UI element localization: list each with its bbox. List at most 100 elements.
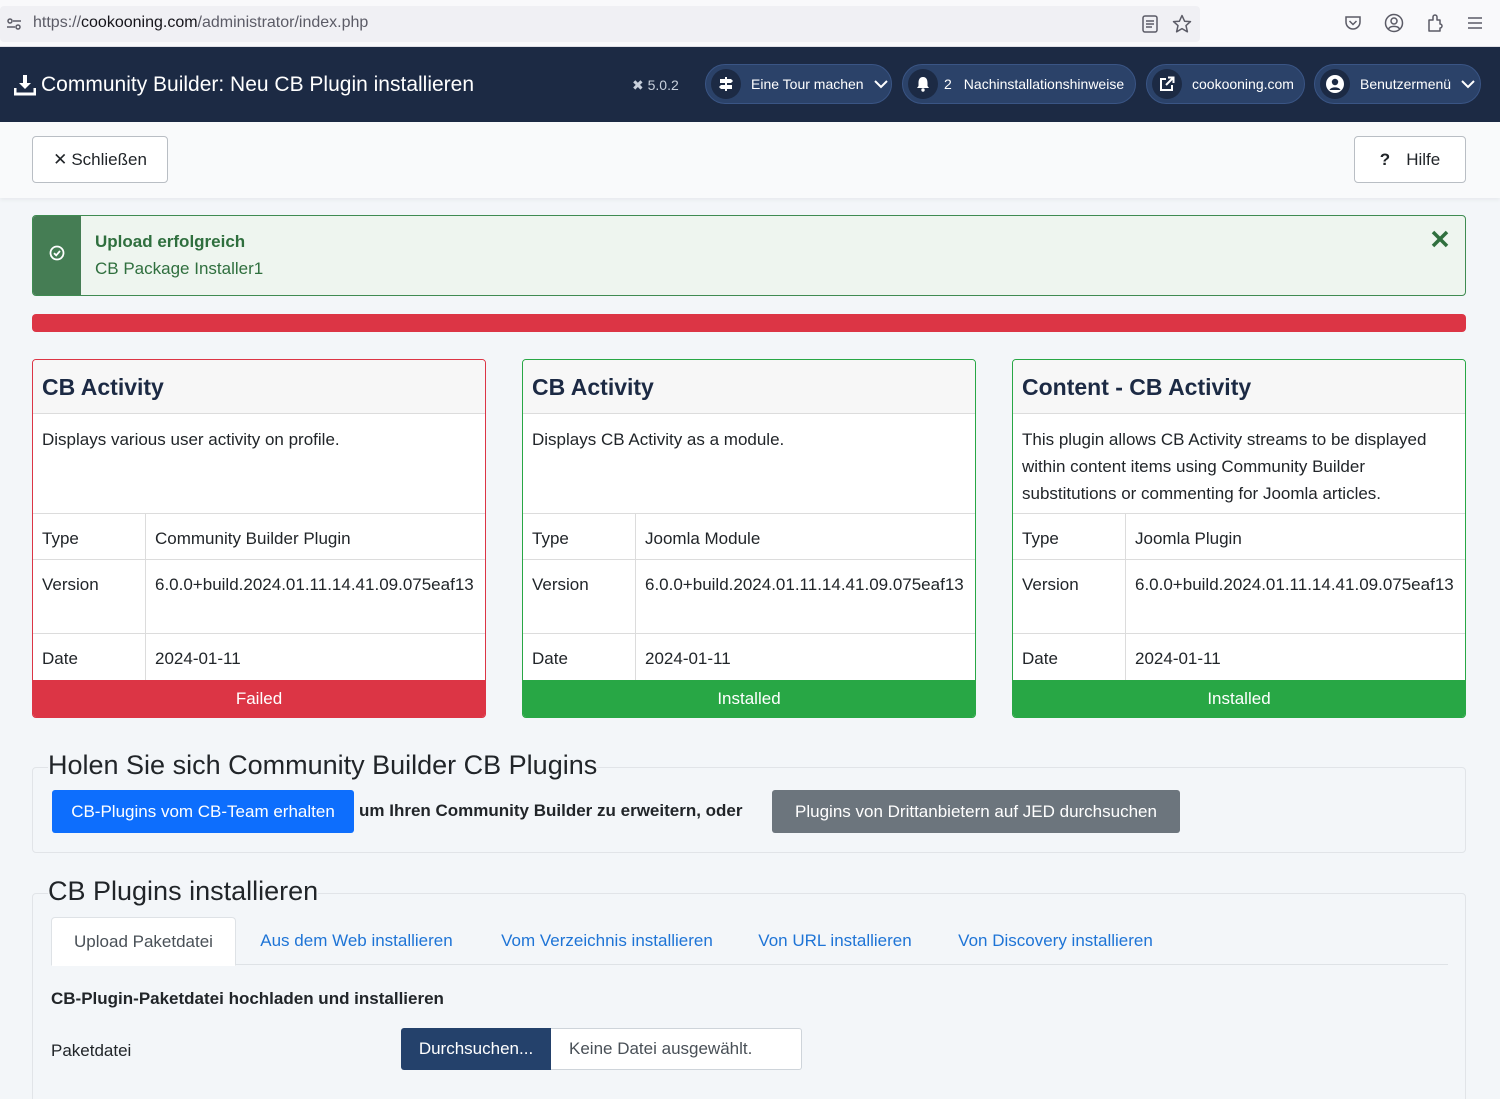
user-avatar-icon (1320, 69, 1350, 99)
status-badge: Installed (523, 680, 975, 717)
plugin-card: CB Activity Displays various user activi… (32, 359, 486, 718)
card-row-version: Version 6.0.0+build.2024.01.11.14.41.09.… (1013, 560, 1465, 634)
date-label: Date (33, 634, 146, 681)
card-title: CB Activity (523, 360, 975, 414)
close-label: Schließen (71, 149, 147, 169)
date-label: Date (1013, 634, 1126, 681)
user-menu-label: Benutzermenü (1360, 76, 1452, 92)
date-label: Date (523, 634, 636, 681)
tab-upload-package[interactable]: Upload Paketdatei (51, 917, 236, 966)
install-tabs: Upload Paketdatei Aus dem Web installier… (51, 917, 1448, 966)
action-toolbar: ✕ Schließen ? Hilfe (0, 122, 1500, 198)
site-label: cookooning.com (1192, 76, 1294, 92)
site-permissions-icon[interactable] (5, 15, 23, 33)
pocket-icon[interactable] (1342, 12, 1364, 34)
tab-install-from-url[interactable]: Von URL installieren (758, 931, 912, 950)
page-title: Community Builder: Neu CB Plugin install… (41, 73, 475, 96)
card-title: CB Activity (33, 360, 485, 414)
success-alert: Upload erfolgreich CB Package Installer1 (32, 215, 1466, 296)
tab-install-from-web[interactable]: Aus dem Web installieren (260, 931, 453, 950)
tour-button[interactable]: Eine Tour machen (705, 64, 892, 104)
get-plugins-legend: Holen Sie sich Community Builder CB Plug… (48, 750, 598, 781)
url-prefix: https:// (33, 14, 82, 31)
date-value: 2024-01-11 (155, 649, 241, 668)
install-plugins-section: CB Plugins installieren Upload Paketdate… (32, 876, 1466, 1099)
card-description: Displays various user activity on profil… (33, 414, 485, 514)
help-button[interactable]: ? Hilfe (1354, 136, 1466, 183)
address-bar[interactable]: https://cookooning.com/administrator/ind… (0, 6, 1200, 42)
reader-view-icon[interactable] (1139, 13, 1161, 35)
url-text[interactable]: https://cookooning.com/administrator/ind… (33, 14, 368, 32)
version-value: 6.0.0+build.2024.01.11.14.41.09.075eaf13 (155, 575, 474, 594)
alert-close-icon[interactable] (1429, 228, 1451, 250)
extend-text: um Ihren Community Builder zu erweitern,… (359, 801, 743, 820)
chevron-down-icon (1461, 76, 1475, 92)
date-value: 2024-01-11 (1135, 649, 1221, 668)
bookmark-star-icon[interactable] (1171, 13, 1193, 35)
help-label: Hilfe (1406, 149, 1441, 169)
alert-sidebar (33, 216, 81, 295)
notifications-count: 2 (944, 76, 952, 92)
status-badge: Failed (33, 680, 485, 717)
jed-search-button[interactable]: Plugins von Drittanbietern auf JED durch… (772, 790, 1180, 833)
card-row-date: Date 2024-01-11 (1013, 634, 1465, 681)
package-file-label: Paketdatei (51, 1041, 132, 1060)
card-row-date: Date 2024-01-11 (33, 634, 485, 681)
cb-team-plugins-button[interactable]: CB-Plugins vom CB-Team erhalten (52, 790, 354, 833)
version-number: 5.0.2 (647, 77, 679, 93)
menu-hamburger-icon[interactable] (1464, 12, 1486, 34)
card-description: This plugin allows CB Activity streams t… (1013, 414, 1465, 514)
joomla-version: ✖ 5.0.2 (632, 77, 679, 94)
browse-file-button[interactable]: Durchsuchen... (401, 1028, 551, 1070)
url-path: /administrator/index.php (197, 14, 369, 31)
get-plugins-section: Holen Sie sich Community Builder CB Plug… (32, 750, 1466, 853)
type-value: Joomla Module (645, 529, 761, 548)
alert-title: Upload erfolgreich (95, 232, 246, 251)
check-circle-icon (49, 245, 65, 266)
install-legend: CB Plugins installieren (48, 876, 319, 907)
url-host: cookooning.com (81, 14, 198, 31)
tab-install-from-directory[interactable]: Vom Verzeichnis installieren (501, 931, 713, 950)
bell-icon (908, 69, 938, 99)
close-button[interactable]: ✕ Schließen (32, 136, 168, 183)
date-value: 2024-01-11 (645, 649, 731, 668)
question-mark-icon: ? (1379, 149, 1391, 169)
install-progress-bar (32, 314, 1466, 332)
plugin-card: Content - CB Activity This plugin allows… (1012, 359, 1466, 718)
type-label: Type (1013, 514, 1126, 559)
notifications-label: Nachinstallationshinweise (963, 76, 1125, 92)
card-row-type: Type Joomla Module (523, 514, 975, 560)
tour-label: Eine Tour machen (751, 76, 864, 92)
close-x-icon: ✕ (53, 149, 68, 169)
card-row-type: Type Joomla Plugin (1013, 514, 1465, 560)
extensions-icon[interactable] (1424, 12, 1446, 34)
alert-message: CB Package Installer1 (95, 259, 264, 278)
version-label: Version (523, 560, 636, 633)
type-value: Community Builder Plugin (155, 529, 351, 548)
type-label: Type (523, 514, 636, 559)
card-description: Displays CB Activity as a module. (523, 414, 975, 514)
browser-toolbar: https://cookooning.com/administrator/ind… (0, 0, 1500, 47)
notifications-button[interactable]: 2 Nachinstallationshinweise (902, 64, 1136, 104)
version-value: 6.0.0+build.2024.01.11.14.41.09.075eaf13 (645, 575, 964, 594)
site-link-button[interactable]: cookooning.com (1146, 64, 1305, 104)
upload-section-heading: CB-Plugin-Paketdatei hochladen und insta… (51, 989, 444, 1008)
type-label: Type (33, 514, 146, 559)
card-row-type: Type Community Builder Plugin (33, 514, 485, 560)
version-value: 6.0.0+build.2024.01.11.14.41.09.075eaf13 (1135, 575, 1454, 594)
selected-file-text[interactable]: Keine Datei ausgewählt. (551, 1028, 802, 1070)
admin-header: Community Builder: Neu CB Plugin install… (0, 47, 1500, 122)
card-row-date: Date 2024-01-11 (523, 634, 975, 681)
install-download-icon (13, 74, 37, 96)
chevron-down-icon (873, 76, 888, 92)
card-title: Content - CB Activity (1013, 360, 1465, 414)
user-menu-button[interactable]: Benutzermenü (1314, 64, 1481, 104)
tab-install-from-discovery[interactable]: Von Discovery installieren (958, 931, 1153, 950)
account-icon[interactable] (1383, 12, 1405, 34)
signpost-icon (711, 69, 741, 99)
card-row-version: Version 6.0.0+build.2024.01.11.14.41.09.… (33, 560, 485, 634)
joomla-logo-icon: ✖ (632, 77, 644, 93)
status-badge: Installed (1013, 680, 1465, 717)
type-value: Joomla Plugin (1135, 529, 1242, 548)
external-link-icon (1152, 69, 1182, 99)
